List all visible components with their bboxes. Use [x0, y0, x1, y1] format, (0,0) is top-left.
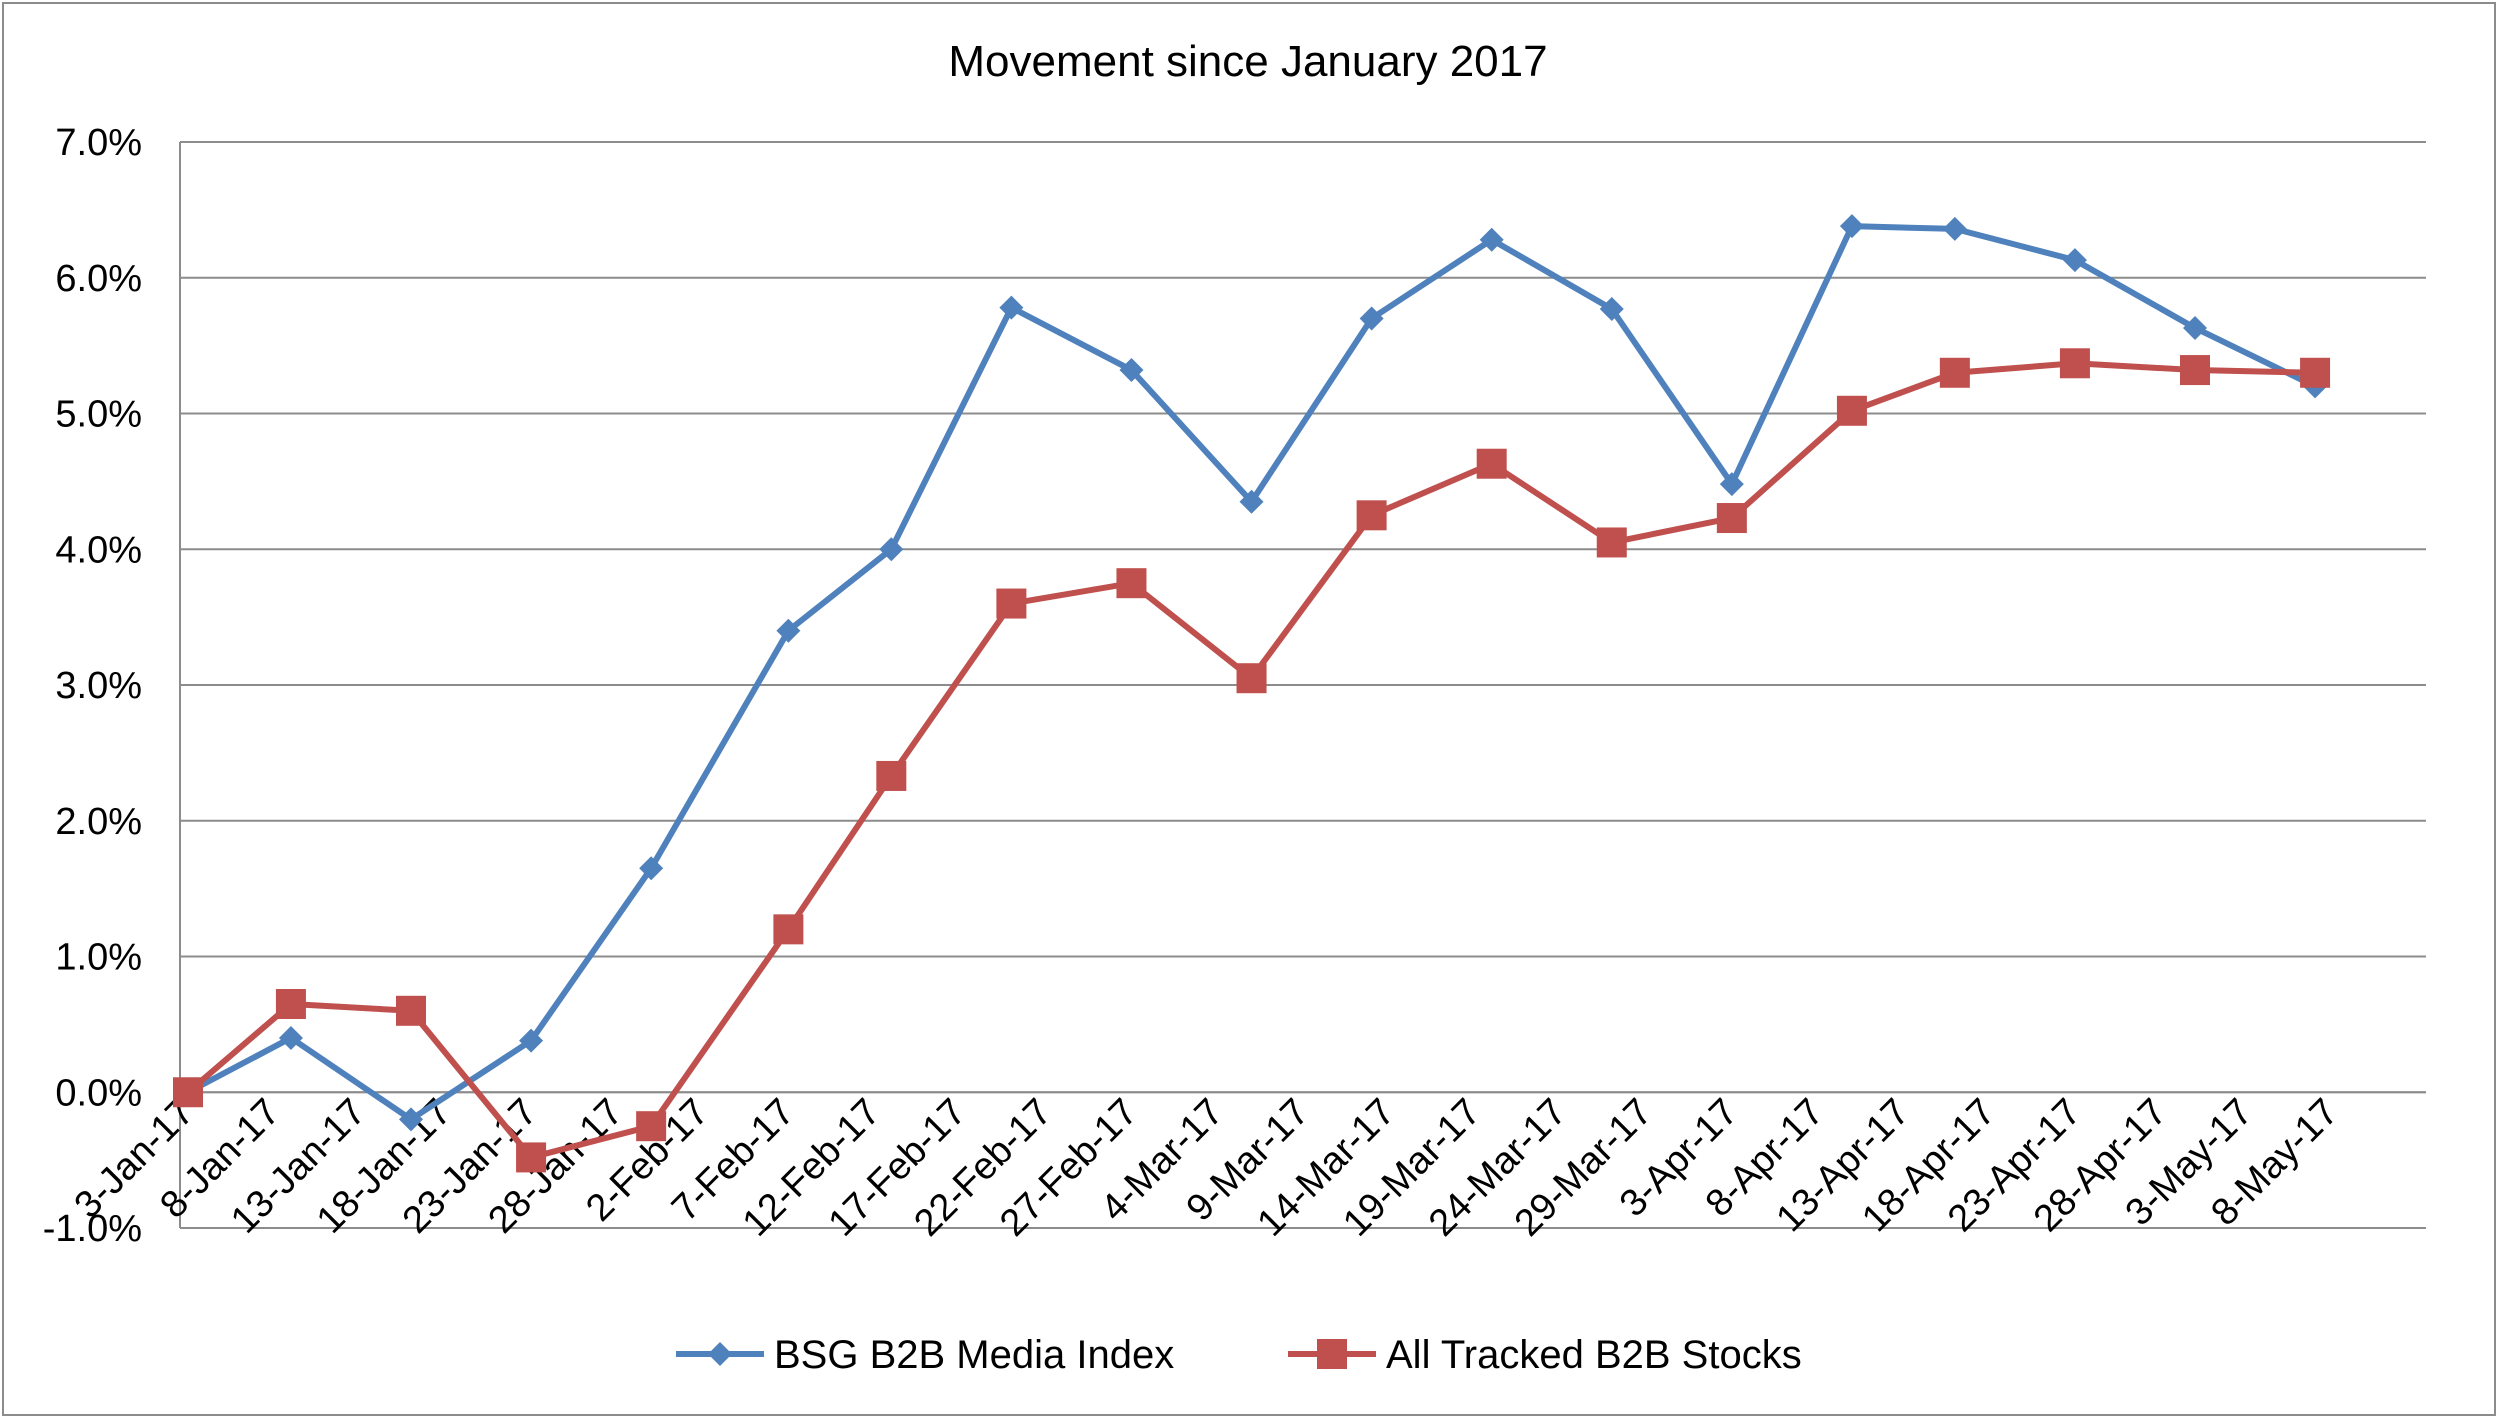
y-tick-label: 1.0% — [55, 937, 142, 979]
legend: BSG B2B Media Index All Tracked B2B Stock… — [676, 1333, 1802, 1377]
legend-swatch-marker — [1317, 1339, 1347, 1369]
data-point-marker — [876, 760, 907, 791]
legend-swatch-marker — [708, 1342, 732, 1366]
y-tick-label: 2.0% — [55, 801, 142, 843]
data-point-marker — [2062, 248, 2087, 273]
data-point-marker — [2300, 357, 2331, 388]
data-point-marker — [1479, 227, 1504, 252]
data-point-marker — [1116, 568, 1147, 599]
data-point-marker — [1942, 216, 1967, 241]
data-point-marker — [879, 537, 904, 562]
data-point-marker — [1596, 527, 1627, 558]
data-point-marker — [1236, 663, 1267, 694]
axes — [179, 142, 2426, 1228]
data-point-marker — [519, 1028, 544, 1053]
data-point-marker — [1839, 214, 1864, 239]
data-point-marker — [1599, 296, 1624, 321]
data-point-marker — [636, 1111, 667, 1142]
data-point-marker — [1356, 500, 1387, 531]
grid-lines — [180, 141, 2426, 1229]
data-point-marker — [1119, 358, 1144, 383]
data-point-marker — [639, 856, 664, 881]
data-point-marker — [773, 914, 804, 945]
data-point-marker — [2059, 348, 2090, 379]
y-tick-label: -1.0% — [43, 1208, 142, 1250]
data-point-marker — [1359, 306, 1384, 331]
data-point-marker — [2183, 315, 2207, 340]
data-point-marker — [999, 295, 1024, 320]
legend-label: BSG B2B Media Index — [774, 1333, 1174, 1377]
data-point-marker — [396, 995, 426, 1026]
series-lines — [173, 214, 2331, 1173]
y-tick-label: 7.0% — [55, 122, 142, 164]
data-point-marker — [1719, 472, 1744, 497]
data-point-marker — [1716, 503, 1747, 534]
legend-label: All Tracked B2B Stocks — [1386, 1333, 1802, 1377]
data-point-marker — [173, 1077, 203, 1108]
chart-title: Movement since January 2017 — [948, 37, 1547, 86]
data-point-marker — [275, 989, 306, 1020]
data-point-marker — [1476, 448, 1507, 479]
data-point-marker — [776, 618, 801, 643]
data-point-marker — [996, 588, 1027, 619]
y-tick-label: 3.0% — [55, 665, 142, 707]
data-point-marker — [516, 1142, 547, 1173]
y-axis-ticks: -1.0% 0.0% 1.0% 2.0% 3.0% 4.0% 5.0% 6.0% 7.0% — [43, 122, 142, 1250]
y-tick-label: 6.0% — [55, 258, 142, 300]
data-point-marker — [399, 1107, 423, 1132]
data-point-marker — [1939, 357, 1970, 388]
y-tick-label: 4.0% — [55, 529, 142, 571]
data-point-marker — [1239, 489, 1264, 514]
data-point-marker — [278, 1025, 303, 1050]
data-point-marker — [2180, 355, 2210, 386]
data-point-marker — [1836, 395, 1867, 426]
y-tick-label: 5.0% — [55, 394, 142, 436]
series-line-1 — [186, 360, 2316, 1161]
y-tick-label: 0.0% — [55, 1072, 142, 1114]
